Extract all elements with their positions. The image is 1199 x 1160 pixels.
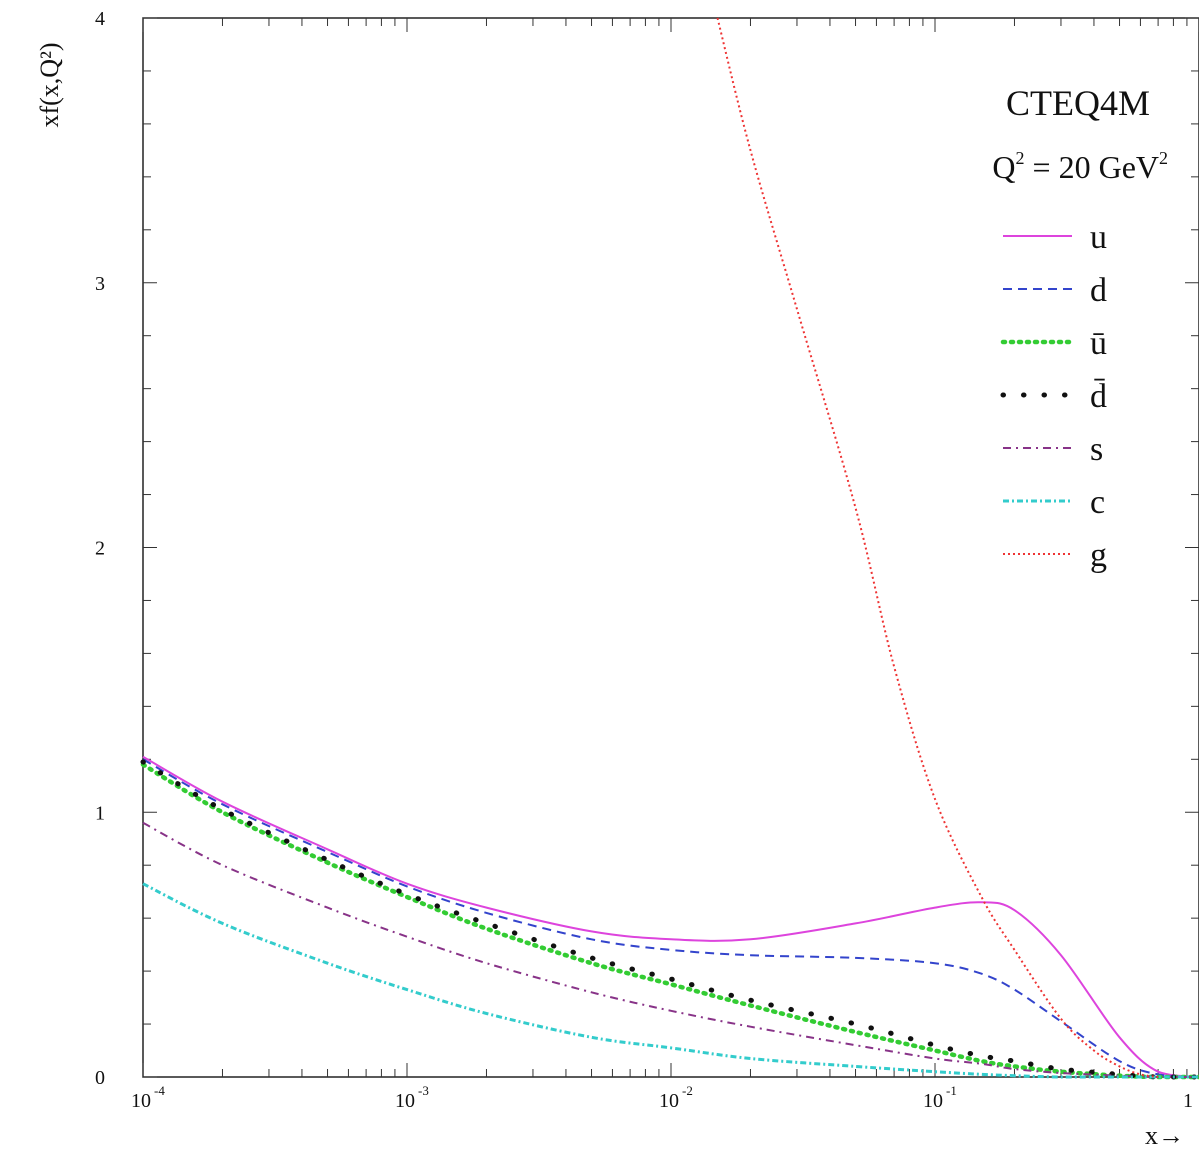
legend-label: d̄ — [1090, 378, 1107, 415]
x-tick-label: 10 -4 — [131, 1083, 165, 1112]
y-tick-label: 1 — [95, 802, 105, 824]
series-line-g — [716, 17, 1159, 1078]
legend-label: ū — [1090, 325, 1107, 362]
y-tick-label: 0 — [95, 1067, 105, 1089]
series-line-d — [142, 758, 1199, 1078]
legend-label: c — [1090, 484, 1105, 521]
series-line-d̄ — [140, 759, 1199, 1080]
x-axis-label: x→ — [1145, 1121, 1184, 1150]
y-tick-label: 2 — [95, 538, 105, 560]
x-tick-label: 10 -3 — [395, 1083, 429, 1112]
y-tick-label: 3 — [95, 273, 105, 295]
chart-subtitle: Q2 = 20 GeV2 — [992, 148, 1168, 185]
x-tick-label: 10 -1 — [923, 1083, 957, 1112]
legend-label: d — [1090, 272, 1107, 309]
x-tick-label: 1 — [1183, 1090, 1193, 1112]
y-tick-label: 4 — [95, 8, 105, 30]
legend-label: g — [1090, 537, 1107, 574]
series-line-ū — [140, 762, 1199, 1080]
legend: ud ū d̄ scg — [1000, 219, 1107, 574]
y-axis-label: xf(x,Q²) — [35, 42, 64, 127]
series-line-s — [142, 821, 1199, 1078]
legend-label: u — [1090, 219, 1107, 256]
series-line-c — [142, 882, 1199, 1079]
series-line-u — [142, 755, 1199, 1078]
chart-title: CTEQ4M — [1006, 83, 1150, 123]
legend-label: s — [1090, 431, 1103, 468]
x-tick-label: 10 -2 — [659, 1083, 693, 1112]
